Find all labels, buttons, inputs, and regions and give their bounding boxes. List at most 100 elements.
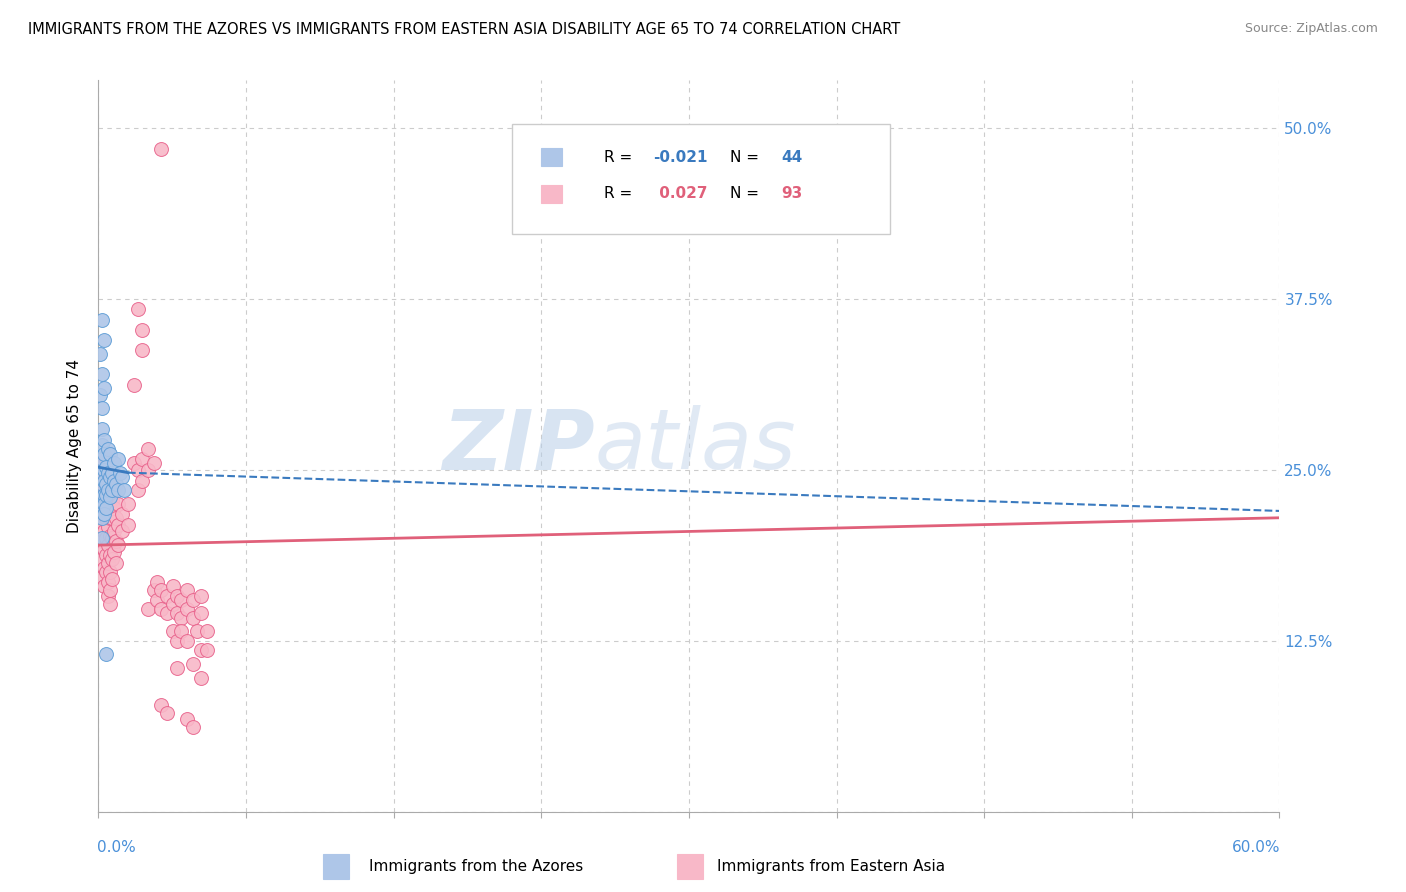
Point: [98, 493, 121, 508]
Point: [91, 510, 114, 524]
Text: N =: N =: [730, 186, 763, 202]
Point: [93, 446, 115, 460]
Point: [103, 483, 125, 498]
Point: [176, 633, 198, 648]
Point: [136, 442, 159, 457]
Point: [91, 438, 114, 452]
Text: 0.0%: 0.0%: [97, 839, 136, 855]
Point: [181, 720, 204, 734]
Point: [195, 643, 218, 657]
Text: -0.021: -0.021: [654, 150, 709, 165]
Bar: [541, 148, 562, 166]
Point: [97, 520, 120, 534]
Point: [96, 474, 118, 488]
Point: [150, 698, 173, 712]
Point: [97, 442, 120, 457]
Point: [91, 456, 114, 470]
Bar: [678, 855, 703, 879]
Point: [170, 624, 193, 639]
Point: [96, 476, 118, 491]
Point: [98, 548, 121, 562]
Text: atlas: atlas: [595, 406, 796, 486]
Point: [98, 528, 121, 542]
Point: [162, 624, 184, 639]
Point: [186, 624, 208, 639]
Point: [166, 607, 188, 621]
Point: [96, 487, 118, 501]
Point: [89, 388, 111, 402]
Point: [105, 476, 128, 491]
Point: [101, 474, 124, 488]
Point: [97, 589, 120, 603]
Point: [101, 483, 124, 498]
Point: [91, 476, 114, 491]
Point: [170, 610, 193, 624]
Point: [96, 566, 118, 580]
Point: [103, 545, 125, 559]
Point: [122, 378, 145, 392]
Point: [103, 456, 125, 470]
Point: [103, 524, 125, 539]
Point: [93, 561, 115, 575]
Text: 93: 93: [782, 186, 803, 202]
Point: [96, 531, 118, 545]
FancyBboxPatch shape: [512, 124, 890, 234]
Point: [98, 566, 121, 580]
Point: [89, 347, 111, 361]
Point: [101, 493, 124, 508]
Text: Source: ZipAtlas.com: Source: ZipAtlas.com: [1244, 22, 1378, 36]
Point: [150, 602, 173, 616]
Point: [103, 474, 125, 488]
Point: [101, 466, 124, 480]
Point: [107, 452, 129, 467]
Point: [166, 589, 188, 603]
Point: [170, 592, 193, 607]
Point: [98, 597, 121, 611]
Point: [105, 556, 128, 570]
Point: [142, 456, 165, 470]
Point: [101, 551, 124, 566]
Point: [176, 583, 198, 598]
Point: [91, 501, 114, 516]
Point: [91, 531, 114, 545]
Point: [97, 466, 120, 480]
Point: [162, 597, 184, 611]
Text: ZIP: ZIP: [441, 406, 595, 486]
Point: [156, 706, 179, 721]
Point: [91, 569, 114, 583]
Point: [93, 433, 115, 447]
Point: [93, 579, 115, 593]
Point: [91, 534, 114, 549]
Point: [107, 517, 129, 532]
Point: [105, 510, 128, 524]
Point: [195, 624, 218, 639]
Text: R =: R =: [605, 186, 637, 202]
Point: [131, 343, 153, 357]
Point: [91, 551, 114, 566]
Point: [103, 501, 125, 516]
Point: [166, 661, 188, 675]
Point: [97, 575, 120, 590]
Point: [98, 583, 121, 598]
Point: [127, 463, 149, 477]
Text: R =: R =: [605, 150, 637, 165]
Point: [96, 548, 118, 562]
Point: [98, 469, 121, 483]
Point: [101, 510, 124, 524]
Point: [108, 466, 131, 480]
Point: [131, 452, 153, 467]
Point: [91, 497, 114, 511]
Bar: [541, 185, 562, 202]
Point: [112, 483, 135, 498]
Point: [190, 643, 212, 657]
Point: [93, 487, 115, 501]
Point: [93, 463, 115, 477]
Point: [97, 483, 120, 498]
Point: [107, 483, 129, 498]
Point: [89, 474, 111, 488]
Point: [91, 490, 114, 504]
Point: [127, 483, 149, 498]
Point: [91, 515, 114, 529]
Point: [176, 712, 198, 726]
Point: [156, 607, 179, 621]
